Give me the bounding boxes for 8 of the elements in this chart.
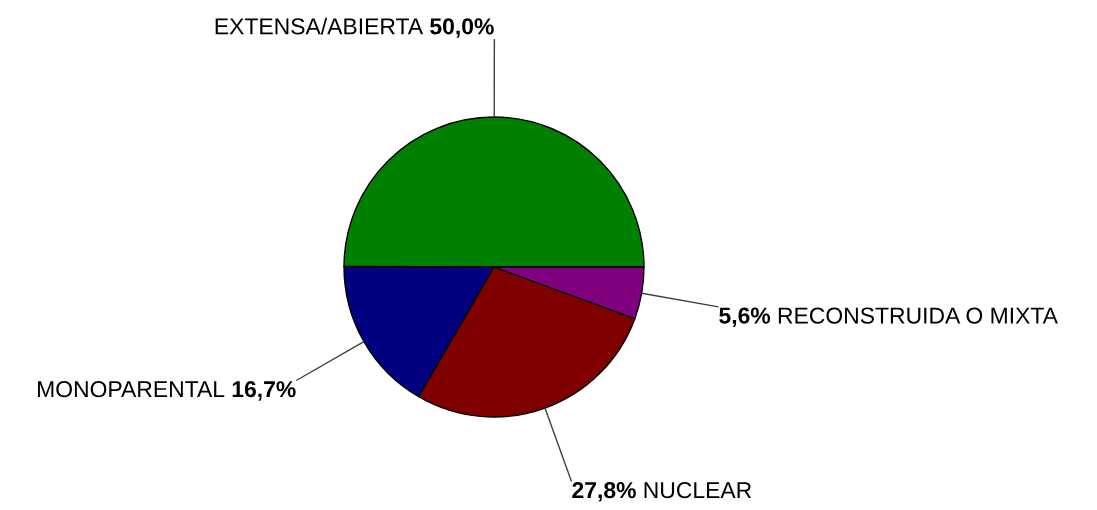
data-label: 16,7% — [232, 381, 296, 401]
data-label: 27,8% — [572, 482, 636, 502]
slice-label: EXTENSA/ABIERTA — [215, 17, 424, 35]
data-label: 50,0% — [430, 18, 494, 38]
data-label: 5,6% — [719, 307, 771, 328]
slice-label: NUCLEAR — [644, 482, 752, 499]
slice-label: MONOPARENTAL — [38, 381, 225, 398]
slice-label: RECONSTRUIDA O MIXTA — [778, 307, 1058, 324]
